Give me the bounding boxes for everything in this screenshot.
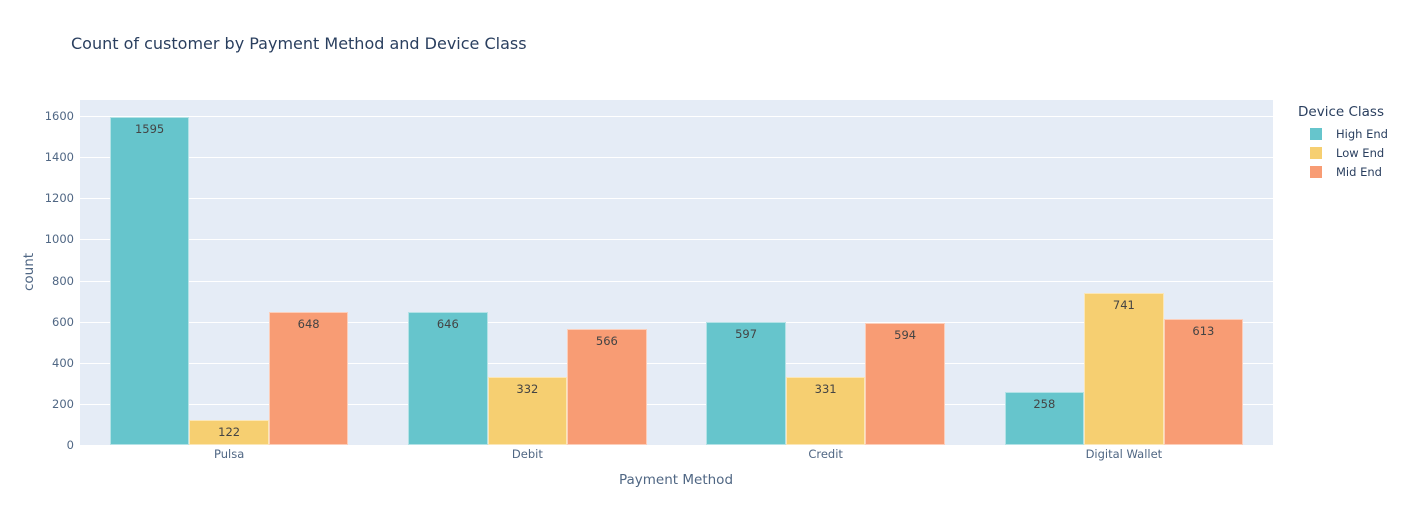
x-tick-label: Debit bbox=[511, 447, 543, 461]
gridline bbox=[80, 403, 1273, 405]
bar-mid-end-digital-wallet[interactable]: 613 bbox=[1163, 318, 1244, 445]
legend-label: Mid End bbox=[1336, 164, 1382, 179]
y-tick-label: 1000 bbox=[44, 232, 74, 247]
y-axis-label: count bbox=[21, 252, 38, 292]
legend-swatch-icon bbox=[1310, 146, 1322, 159]
legend-label: Low End bbox=[1336, 145, 1385, 160]
legend-item-high-end[interactable]: High End bbox=[1298, 124, 1388, 143]
y-tick-label: 1600 bbox=[44, 109, 74, 124]
bar-value-label: 597 bbox=[735, 327, 758, 342]
bar-value-label: 613 bbox=[1192, 323, 1215, 338]
y-tick-label: 0 bbox=[66, 438, 74, 452]
bar-mid-end-credit[interactable]: 594 bbox=[865, 322, 945, 445]
bar-value-label: 1595 bbox=[134, 122, 165, 137]
bar-mid-end-debit[interactable]: 566 bbox=[567, 328, 647, 445]
bar-value-label: 648 bbox=[297, 316, 320, 331]
bar-value-label: 741 bbox=[1112, 297, 1135, 312]
bar-low-end-debit[interactable]: 332 bbox=[487, 376, 568, 445]
legend-swatch-icon bbox=[1310, 127, 1322, 140]
y-tick-label: 800 bbox=[52, 273, 74, 288]
y-tick-label: 400 bbox=[52, 355, 74, 370]
bar-value-label: 566 bbox=[595, 333, 618, 348]
y-tick-label: 1400 bbox=[44, 150, 74, 165]
bar-value-label: 331 bbox=[814, 381, 837, 396]
x-tick-label: Credit bbox=[808, 447, 843, 461]
bar-value-label: 594 bbox=[894, 327, 917, 342]
bar-high-end-debit[interactable]: 646 bbox=[408, 312, 488, 445]
bar-value-label: 122 bbox=[218, 424, 241, 439]
y-tick-label: 600 bbox=[52, 314, 74, 329]
legend-item-low-end[interactable]: Low End bbox=[1298, 143, 1388, 162]
gridline bbox=[80, 157, 1273, 159]
gridline bbox=[80, 198, 1273, 200]
gridline bbox=[80, 321, 1273, 323]
legend-item-mid-end[interactable]: Mid End bbox=[1298, 162, 1388, 181]
bar-high-end-digital-wallet[interactable]: 258 bbox=[1004, 391, 1085, 445]
bar-low-end-digital-wallet[interactable]: 741 bbox=[1084, 292, 1164, 445]
legend: Device Class High End Low End Mid End bbox=[1298, 104, 1388, 181]
x-tick-label: Pulsa bbox=[213, 447, 245, 461]
gridline bbox=[80, 239, 1273, 241]
legend-swatch-icon bbox=[1310, 165, 1322, 178]
bar-high-end-credit[interactable]: 597 bbox=[706, 322, 786, 445]
chart-title: Count of customer by Payment Method and … bbox=[71, 34, 527, 53]
bar-high-end-pulsa[interactable]: 1595 bbox=[109, 117, 190, 445]
y-tick-label: 1200 bbox=[44, 191, 74, 206]
y-tick-label: 200 bbox=[52, 396, 74, 411]
legend-label: High End bbox=[1336, 126, 1388, 141]
bar-low-end-pulsa[interactable]: 122 bbox=[189, 419, 269, 445]
legend-title: Device Class bbox=[1298, 104, 1384, 120]
x-axis-label: Payment Method bbox=[618, 472, 734, 488]
bar-value-label: 332 bbox=[516, 381, 539, 396]
bar-mid-end-pulsa[interactable]: 648 bbox=[268, 311, 349, 445]
bar-value-label: 646 bbox=[436, 317, 459, 332]
gridline bbox=[80, 116, 1273, 118]
gridline bbox=[80, 280, 1273, 282]
gridline bbox=[80, 362, 1273, 364]
bar-value-label: 258 bbox=[1033, 396, 1056, 411]
bar-low-end-credit[interactable]: 331 bbox=[785, 376, 866, 445]
plot-area: 1595 122 648 646 332 566 597 331 594 258 741 613 bbox=[80, 100, 1273, 445]
x-tick-label: Digital Wallet bbox=[1085, 447, 1163, 461]
